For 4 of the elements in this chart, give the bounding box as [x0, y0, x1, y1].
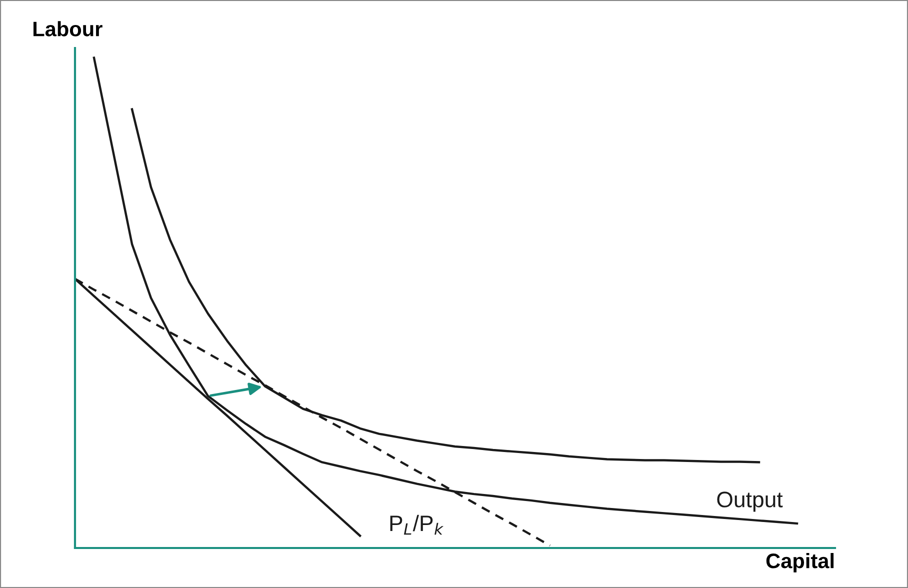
annotation: P$_{L}$/P$_{k}$	[390, 514, 444, 535]
annotation: Output	[717, 492, 783, 512]
x-axis-title: Capital	[766, 553, 834, 572]
y-axis-title: Labour	[33, 21, 102, 36]
